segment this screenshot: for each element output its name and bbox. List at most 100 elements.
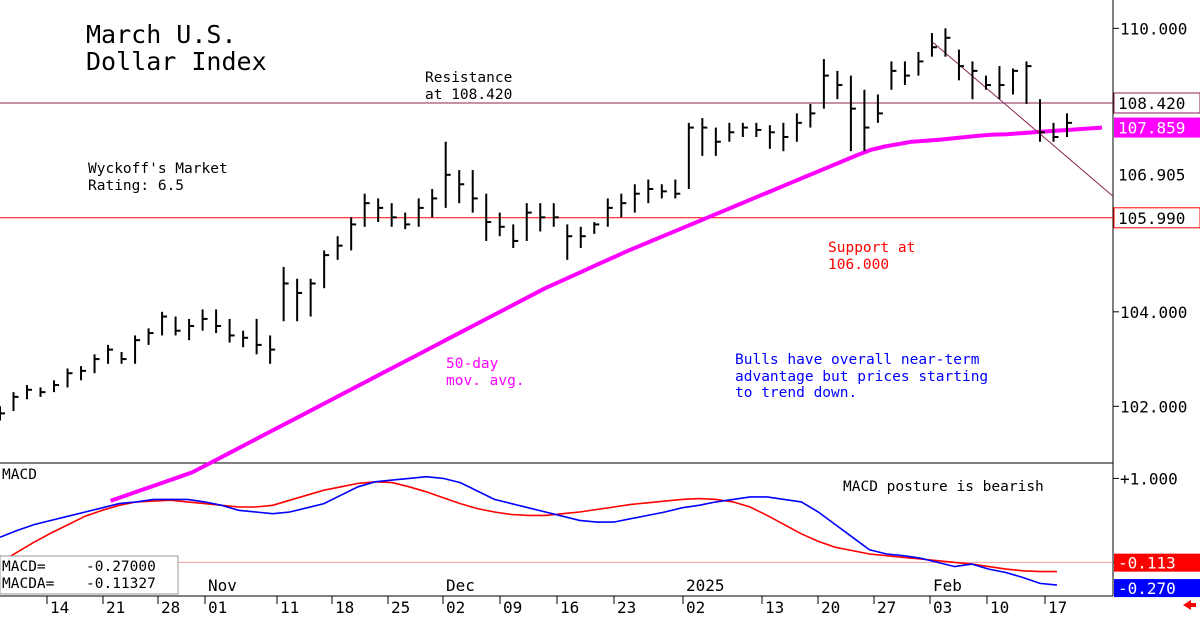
price-bar [984, 75, 991, 90]
price-bar [336, 236, 343, 260]
price-bar [525, 203, 532, 241]
price-bar [228, 318, 235, 343]
date-tick-label: 18 [335, 598, 354, 617]
scroll-left-arrow-icon[interactable] [1183, 600, 1191, 610]
price-bar [890, 61, 897, 90]
date-tick-label: 09 [503, 598, 522, 617]
price-tick-label: 104.000 [1120, 303, 1187, 322]
support-note-line1: Support at [828, 240, 915, 256]
ma50-value-box [1114, 117, 1200, 138]
price-bar [822, 59, 829, 109]
price-bar [728, 122, 735, 142]
price-bar [174, 316, 181, 336]
price-bar [309, 278, 316, 317]
price-bar [579, 226, 586, 249]
price-tick-label: 110.000 [1120, 19, 1187, 38]
macd-axis-box [1114, 579, 1200, 598]
price-bar [755, 122, 762, 138]
price-bar [39, 387, 46, 397]
price-bar [404, 212, 411, 230]
price-bar [944, 28, 951, 57]
macda-value: -0.11327 [86, 576, 156, 592]
resistance-value-label: 108.420 [1118, 94, 1185, 113]
date-tick-label: 01 [208, 598, 227, 617]
macda-value-name: MACDA= [2, 576, 55, 592]
price-bar [431, 188, 438, 218]
macda-line [0, 480, 1057, 573]
macda-axis-box [1114, 553, 1200, 572]
date-tick-label: 20 [821, 598, 840, 617]
price-bars [0, 28, 1072, 421]
price-bar [26, 385, 33, 400]
price-bar [741, 122, 748, 138]
month-label: 2025 [686, 576, 725, 595]
ma50-series [109, 125, 1103, 503]
price-bar [66, 368, 73, 388]
price-bar [552, 203, 559, 227]
macd-series-lines [0, 475, 1058, 586]
support-note-line2: 106.000 [828, 257, 889, 273]
price-bar [242, 330, 249, 348]
price-bar [471, 170, 478, 213]
price-bar [512, 224, 519, 249]
price-bar [917, 51, 924, 76]
price-bar [701, 118, 708, 156]
price-bar [255, 318, 262, 355]
macd-panel-title: MACD [2, 467, 37, 483]
chart-title-line2: Dollar Index [86, 47, 267, 76]
macd-posture-note: MACD posture is bearish [843, 479, 1044, 495]
price-bar [498, 212, 505, 237]
price-bar [566, 224, 573, 260]
support-value-box [1113, 207, 1200, 229]
macd-tick-label: +1.000 [1120, 469, 1178, 488]
price-bar [647, 179, 654, 204]
price-bar [998, 66, 1005, 100]
price-bar [377, 198, 384, 223]
price-bar [876, 94, 883, 123]
date-tick-label: 11 [280, 598, 299, 617]
price-bar [323, 250, 330, 289]
current-price-label: 106.905 [1118, 166, 1185, 185]
trendline-segment [932, 42, 1114, 197]
price-bar [458, 170, 465, 204]
price-bar [836, 70, 843, 100]
date-tick-label: 21 [106, 598, 125, 617]
downtrend-line [932, 42, 1114, 197]
price-axis-labels: 102.000 104.000 110.000 108.420 105.990 107.8… [1113, 19, 1200, 416]
macda-axis-value: -0.113 [1118, 554, 1176, 573]
macd-axis-value: -0.270 [1118, 579, 1176, 598]
date-tick-label: 17 [1048, 598, 1067, 617]
date-tick-label: 03 [933, 598, 952, 617]
chart-title-line1: March U.S. [86, 20, 237, 49]
price-bar [417, 198, 424, 227]
date-tick-label: 10 [990, 598, 1009, 617]
macd-value: -0.27000 [86, 559, 156, 575]
macd-value-box [0, 555, 179, 595]
price-bar [201, 309, 208, 331]
macd-line [0, 475, 1058, 586]
resistance-note-line2: at 108.420 [425, 87, 512, 103]
price-bar [282, 266, 289, 322]
ma50-line [109, 125, 1103, 503]
date-tick-label: 14 [50, 598, 69, 617]
resistance-note-line1: Resistance [425, 70, 512, 86]
price-bar [296, 278, 303, 322]
date-axis: 14 21 28 01 11 18 25 02 09 16 23 02 13 20 27 03 10 17 Nov D… [46, 576, 1067, 617]
support-value-label: 105.990 [1118, 209, 1185, 228]
price-bar [782, 122, 789, 152]
date-tick-label: 28 [161, 598, 180, 617]
month-label: Dec [446, 576, 475, 595]
date-tick-label: 02 [686, 598, 705, 617]
date-tick-label: 27 [877, 598, 896, 617]
price-bar [390, 203, 397, 227]
price-bar [350, 217, 357, 251]
price-bar [363, 193, 370, 227]
price-bar [620, 193, 627, 218]
price-bar [768, 125, 775, 149]
price-bar [971, 61, 978, 100]
price-bar [539, 203, 546, 232]
price-bar [593, 222, 600, 234]
price-bar [444, 141, 451, 208]
price-bar [606, 198, 613, 227]
